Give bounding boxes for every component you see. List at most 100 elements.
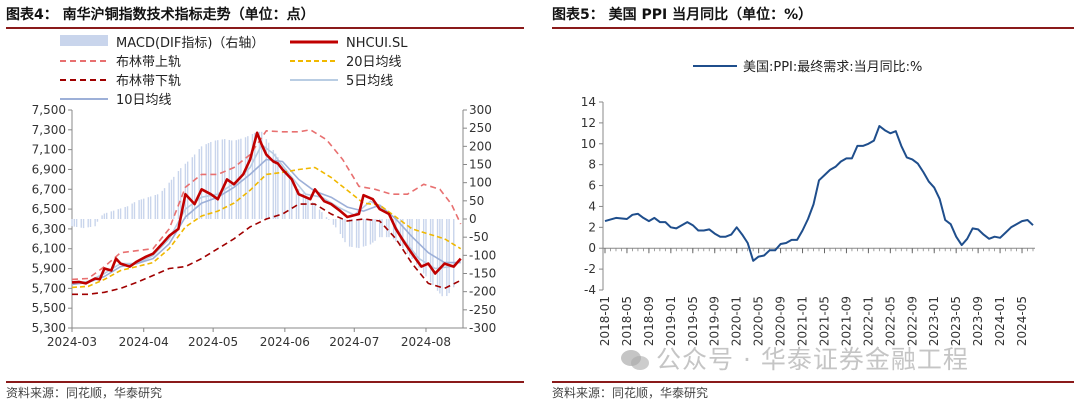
macd-bar — [388, 219, 390, 238]
macd-bar — [335, 219, 337, 228]
x-tick-label: 2022-09 — [905, 296, 919, 346]
y-tick-label: 12 — [581, 116, 596, 130]
macd-bar — [221, 139, 224, 219]
macd-bar — [240, 138, 242, 219]
macd-bar — [112, 210, 115, 219]
y-right-tick-label: 0 — [469, 212, 477, 226]
right-chart-title: 图表5： 美国 PPI 当月同比（单位：%） — [552, 7, 813, 23]
macd-bar — [325, 217, 328, 219]
series-line-布林带上轨 — [71, 129, 462, 281]
macd-bar — [89, 219, 92, 227]
ppi-line — [604, 125, 1034, 262]
y-tick-label: 0 — [588, 241, 596, 255]
macd-bar — [311, 202, 314, 219]
macd-bar — [272, 149, 274, 219]
macd-bar — [247, 136, 249, 219]
left-title-rule — [6, 27, 524, 29]
macd-bar — [254, 132, 256, 219]
macd-bar — [170, 179, 173, 219]
macd-bar — [379, 219, 381, 238]
macd-bar — [439, 219, 441, 294]
x-tick-label: 2021-09 — [839, 296, 853, 346]
macd-bar — [436, 219, 439, 291]
macd-bar — [344, 219, 346, 243]
macd-bar — [314, 204, 316, 219]
macd-bar — [381, 219, 383, 238]
x-tick-label: 2023-09 — [971, 296, 985, 346]
macd-bar — [106, 212, 108, 219]
macd-bar — [446, 219, 448, 297]
y-left-tick-label: 6,700 — [32, 182, 66, 196]
legend-label: 5日均线 — [346, 74, 393, 89]
macd-bar — [186, 161, 189, 219]
x-tick-label: 2019-09 — [708, 296, 722, 346]
macd-bar — [399, 219, 402, 246]
macd-bar — [94, 219, 96, 227]
macd-bar — [230, 140, 233, 219]
macd-bar — [119, 208, 122, 219]
macd-bar — [251, 133, 254, 219]
left-source-note: 资料来源：同花顺，华泰研究 — [6, 386, 163, 400]
y-tick-label: 6 — [588, 179, 596, 193]
macd-bar — [448, 219, 450, 294]
macd-bar — [432, 219, 434, 286]
y-right-tick-label: -100 — [469, 248, 496, 262]
macd-bar — [210, 141, 212, 219]
macd-bar — [298, 188, 300, 219]
right-source-note: 资料来源：同花顺，华泰研究 — [552, 386, 709, 400]
macd-bar — [409, 219, 411, 257]
wechat-icon — [621, 350, 649, 370]
y-right-tick-label: 300 — [469, 103, 492, 117]
macd-bars — [71, 131, 455, 297]
y-left-tick-label: 5,300 — [32, 321, 66, 335]
y-tick-label: 10 — [581, 137, 596, 151]
y-right-tick-label: 200 — [469, 139, 492, 153]
x-tick-label: 2019-01 — [664, 296, 678, 346]
y-left-tick-label: 5,500 — [32, 301, 66, 315]
macd-bar — [143, 198, 145, 219]
watermark: 公众号 · 华泰证券金融工程 — [620, 340, 969, 376]
x-tick-label: 2020-05 — [752, 296, 766, 346]
y-right-tick-label: -200 — [469, 285, 496, 299]
series-line-10日均线 — [71, 158, 461, 286]
macd-bar — [235, 140, 237, 219]
macd-bar — [126, 206, 129, 219]
macd-bar — [392, 219, 395, 240]
y-tick-label: -4 — [584, 283, 596, 297]
macd-bar — [288, 176, 291, 219]
x-tick-label: 2021-05 — [817, 296, 831, 346]
y-tick-label: 4 — [588, 199, 596, 213]
macd-bar — [163, 188, 166, 219]
y-right-tick-label: -50 — [469, 230, 489, 244]
macd-bar — [274, 153, 277, 219]
macd-bar — [261, 131, 263, 219]
macd-bar — [177, 171, 180, 219]
left-source-rule — [6, 381, 524, 383]
macd-bar — [205, 144, 207, 219]
macd-bar — [117, 209, 119, 219]
macd-bar — [374, 219, 376, 241]
macd-bar — [362, 219, 365, 247]
macd-bar — [284, 168, 286, 219]
series-line-NHCUI.SL — [71, 131, 462, 285]
y-left-tick-label: 6,300 — [32, 222, 66, 236]
macd-bar — [429, 219, 432, 283]
macd-bar — [341, 219, 344, 239]
macd-bar — [302, 193, 305, 219]
macd-bar — [193, 154, 196, 219]
macd-bar — [140, 199, 143, 219]
macd-bar — [75, 219, 78, 227]
macd-bar — [200, 146, 203, 219]
macd-bar — [355, 219, 358, 248]
y-left-tick-label: 7,500 — [32, 103, 66, 117]
macd-bar — [207, 143, 210, 219]
legend-label: 美国:PPI:最终需求:当月同比:% — [743, 59, 922, 75]
y-left-tick-label: 6,900 — [32, 162, 66, 176]
macd-bar — [173, 176, 175, 219]
left-chart-title: 图表4： 南华沪铜指数技术指标走势（单位：点） — [6, 7, 315, 23]
macd-bar — [258, 131, 261, 219]
macd-bar — [149, 196, 152, 219]
y-right-tick-label: -250 — [469, 303, 496, 317]
y-left-tick-label: 6,500 — [32, 202, 66, 216]
